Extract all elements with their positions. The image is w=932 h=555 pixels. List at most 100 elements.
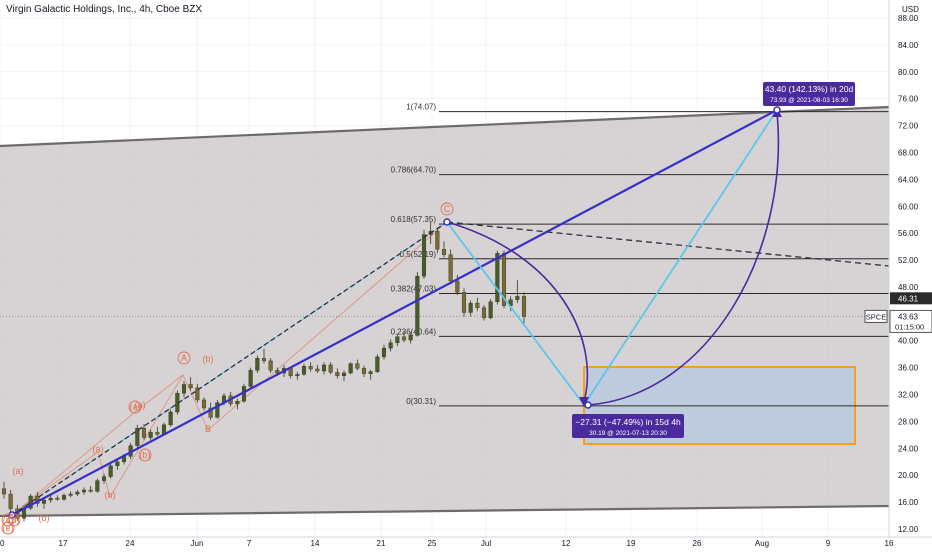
fib-label-0: 1(74.07) xyxy=(406,103,436,112)
projection-down-line1: −27.31 (−47.49%) in 15d 4h xyxy=(575,417,681,427)
last-price-tag-time: 01:15:00 xyxy=(895,322,924,331)
wave-label-5: (b) xyxy=(140,450,151,460)
time-tick-5: 14 xyxy=(311,539,320,548)
price-tick-12: 40.00 xyxy=(898,337,919,346)
channel xyxy=(0,105,890,518)
time-tick-10: 19 xyxy=(627,539,636,548)
price-tick-9: 52.00 xyxy=(898,256,919,265)
projection-up-line2: 73.93 @ 2021-08-03 16:30 xyxy=(770,97,848,104)
candle-body-21 xyxy=(141,427,147,438)
price-tick-19: 12.00 xyxy=(898,525,919,534)
price-axis-ticks: 88.00 84.00 80.00 76.00 72.00 68.00 64.00 60.00… xyxy=(898,14,919,534)
candle-body-57 xyxy=(381,347,387,358)
candle-body-55 xyxy=(368,371,373,374)
wave-label-9: B xyxy=(205,424,211,434)
time-tick-6: 21 xyxy=(377,539,386,548)
wave-circle-4 xyxy=(128,400,142,414)
symbol-tag-bg xyxy=(864,309,888,323)
time-tick-7: 25 xyxy=(428,539,437,548)
candle-body-32 xyxy=(215,402,220,418)
projection-down-label: −27.31 (−47.49%) in 15d 4h 30.19 @ 2021-… xyxy=(572,414,684,438)
wave-label-8: A xyxy=(181,353,187,363)
candle-body-77 xyxy=(515,296,520,300)
wave-circle-13 xyxy=(440,202,454,216)
wave-dashed-cyan xyxy=(11,221,448,516)
wave-label-0: (a) xyxy=(13,466,24,476)
projection-up-line1: 43.40 (142.13%) in 20d xyxy=(765,84,854,94)
candle-body-58 xyxy=(388,342,393,349)
candle-body-29 xyxy=(195,387,200,401)
candle-body-73 xyxy=(488,301,493,319)
candle-body-39 xyxy=(261,358,267,362)
time-tick-1: 17 xyxy=(59,539,68,548)
projection-up-label: 43.40 (142.13%) in 20d 73.93 @ 2021-08-0… xyxy=(763,82,855,106)
time-tick-9: 12 xyxy=(562,539,571,548)
candle-body-23 xyxy=(155,431,160,435)
time-tick-2: 24 xyxy=(126,539,135,548)
wave-line-1 xyxy=(44,451,99,491)
price-tick-3: 76.00 xyxy=(898,95,919,104)
price-tick-4: 72.00 xyxy=(898,122,919,131)
wave-label-13: C xyxy=(444,204,451,214)
wave-label-11: (d) xyxy=(9,515,20,525)
candle-body-13 xyxy=(88,489,93,492)
candle-body-61 xyxy=(408,335,413,341)
candle-body-52 xyxy=(348,363,353,374)
wave-label-2: (b) xyxy=(105,490,116,500)
time-tick-11: 26 xyxy=(693,539,702,548)
time-tick-4: 7 xyxy=(247,539,252,548)
anchor-point-top xyxy=(443,218,451,226)
price-tick-7: 60.00 xyxy=(898,202,919,211)
price-tick-16: 24.00 xyxy=(898,444,919,453)
time-tick-8: Jul xyxy=(481,539,491,548)
candle-body-63 xyxy=(421,234,427,277)
fib-label-3: 0.5(52.19) xyxy=(400,250,437,259)
anchor-point-target xyxy=(773,106,781,114)
candle-body-16 xyxy=(108,465,113,477)
resistance-dashed xyxy=(446,221,890,267)
fib-label-1: 0.786(64.70) xyxy=(391,166,437,175)
wave-label-7: (b) xyxy=(203,354,214,364)
last-price-tag-price: 43.63 xyxy=(898,312,919,321)
candle-body-41 xyxy=(275,370,280,374)
candle-body-65 xyxy=(435,230,440,250)
wave-label-12: (e) xyxy=(3,523,14,533)
candle-body-50 xyxy=(335,372,340,376)
candle-body-38 xyxy=(255,358,260,371)
price-tick-8: 56.00 xyxy=(898,229,919,238)
projection-down-box xyxy=(572,414,684,438)
candle-body-11 xyxy=(75,491,80,495)
candle-body-4 xyxy=(28,495,33,509)
candle-body-69 xyxy=(461,292,467,313)
price-tag-label-0: 46.31 xyxy=(898,294,919,303)
candle-body-70 xyxy=(468,302,473,313)
candle-body-45 xyxy=(301,366,307,375)
candle-body-56 xyxy=(375,356,380,372)
wave-circle-5 xyxy=(138,448,152,462)
arc-down-arrowhead xyxy=(579,397,589,407)
wave-label-6: (a) xyxy=(135,400,146,410)
candle-body-28 xyxy=(188,384,193,389)
wave-label-3: (a) xyxy=(93,444,104,454)
candle-body-17 xyxy=(115,461,120,466)
time-tick-0: 10 xyxy=(0,539,5,548)
time-axis-ticks: 10 17 24 Jun 7 14 21 25 Jul 12 19 26 Aug 9 16 xyxy=(0,539,894,548)
price-tick-10: 48.00 xyxy=(898,283,919,292)
candle-body-37 xyxy=(248,370,253,387)
wave-circle-8 xyxy=(177,351,191,365)
candle-body-49 xyxy=(328,364,333,373)
wave-circle-12 xyxy=(1,521,15,535)
candle-body-0 xyxy=(1,488,7,495)
price-tick-1: 84.00 xyxy=(898,41,919,50)
projection-cyan-up xyxy=(583,109,778,406)
currency-label: USD xyxy=(902,5,919,14)
candle-body-6 xyxy=(41,499,47,504)
candle-body-10 xyxy=(68,493,73,496)
candle-body-46 xyxy=(308,366,313,370)
time-tick-3: Jun xyxy=(191,539,204,548)
time-tick-12: Aug xyxy=(755,539,769,548)
